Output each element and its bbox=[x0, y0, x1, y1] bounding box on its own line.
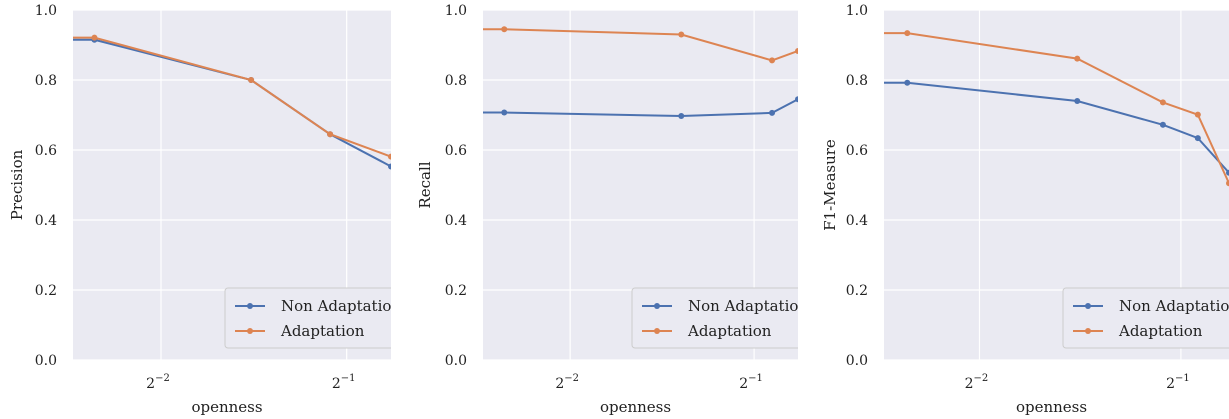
y-tick-label: 0.6 bbox=[846, 143, 868, 159]
legend-label: Non Adaptation bbox=[281, 297, 401, 315]
data-point bbox=[91, 34, 98, 41]
data-point bbox=[1074, 55, 1081, 62]
series-non-adaptation bbox=[884, 79, 1229, 176]
data-point bbox=[795, 96, 798, 103]
legend-marker bbox=[654, 303, 660, 309]
y-tick-label: 1.0 bbox=[35, 3, 57, 19]
y-axis-label: F1-Measure bbox=[821, 139, 839, 231]
series-non-adaptation bbox=[483, 96, 798, 120]
data-point bbox=[501, 109, 508, 116]
chart-panel-3: 0.0 0.2 0.4 0.6 0.8 1.0 2−2 2−1 openness F1-Measu… bbox=[821, 3, 1229, 416]
y-tick-label: 0.6 bbox=[35, 143, 57, 159]
data-point bbox=[1159, 99, 1166, 106]
y-tick-label: 0.0 bbox=[35, 353, 57, 369]
y-tick-label: 0.0 bbox=[445, 353, 467, 369]
legend-label: Non Adaptation bbox=[1119, 297, 1229, 315]
data-point bbox=[904, 79, 911, 86]
legend-label: Non Adaptation bbox=[688, 297, 808, 315]
legend-box bbox=[631, 287, 798, 349]
legend-marker bbox=[1085, 303, 1091, 309]
x-tick-label: 2−1 bbox=[739, 373, 763, 392]
series-adaptation bbox=[483, 26, 798, 64]
data-point bbox=[1226, 169, 1229, 176]
y-tick-label: 0.2 bbox=[35, 283, 57, 299]
series-line bbox=[884, 81, 1229, 174]
y-axis-label: Precision bbox=[8, 149, 26, 220]
series-line bbox=[884, 32, 1229, 184]
x-tick-label: 2−2 bbox=[555, 373, 579, 392]
chart-panel-1: 0.0 0.2 0.4 0.6 0.8 1.0 2−2 2−1 openness Precisio… bbox=[8, 3, 401, 416]
legend-marker bbox=[247, 328, 253, 334]
legend: Non Adaptation Adaptation bbox=[224, 287, 401, 349]
x-tick-label: 2−2 bbox=[965, 373, 989, 392]
y-tick-label: 0.8 bbox=[445, 73, 467, 89]
y-tick-label: 0.2 bbox=[846, 283, 868, 299]
data-point bbox=[248, 77, 255, 83]
y-tick-label: 0.2 bbox=[445, 283, 467, 299]
data-point bbox=[904, 30, 911, 37]
data-point bbox=[1074, 98, 1081, 104]
x-axis-label: openness bbox=[1016, 398, 1087, 416]
legend-box bbox=[1062, 287, 1229, 349]
y-tick-label: 0.8 bbox=[35, 73, 57, 89]
data-point bbox=[327, 131, 334, 138]
data-point bbox=[1226, 180, 1229, 187]
x-axis-label: openness bbox=[600, 398, 671, 416]
chart-panel-2: 0.0 0.2 0.4 0.6 0.8 1.0 2−2 2−1 openness Recall No… bbox=[416, 3, 808, 416]
y-tick-label: 0.4 bbox=[35, 213, 57, 229]
data-point bbox=[1194, 111, 1201, 118]
data-point bbox=[388, 163, 391, 170]
y-tick-label: 0.8 bbox=[846, 73, 868, 89]
data-point bbox=[678, 31, 685, 38]
y-axis-label: Recall bbox=[416, 161, 434, 208]
data-point bbox=[388, 153, 391, 160]
y-tick-label: 1.0 bbox=[846, 3, 868, 19]
legend: Non Adaptation Adaptation bbox=[631, 287, 808, 349]
legend-marker bbox=[1085, 328, 1091, 334]
x-tick-label: 2−2 bbox=[146, 373, 170, 392]
legend-label: Adaptation bbox=[687, 322, 772, 340]
y-tick-label: 0.0 bbox=[846, 353, 868, 369]
series-adaptation bbox=[884, 30, 1229, 187]
legend-label: Adaptation bbox=[280, 322, 365, 340]
legend-box bbox=[224, 287, 391, 349]
series-adaptation bbox=[73, 34, 391, 160]
x-tick-label: 2−1 bbox=[1166, 373, 1190, 392]
legend-marker bbox=[247, 303, 253, 309]
x-axis-label: openness bbox=[191, 398, 262, 416]
data-point bbox=[1194, 135, 1201, 142]
data-point bbox=[769, 57, 776, 64]
data-point bbox=[678, 113, 685, 120]
data-point bbox=[501, 26, 508, 33]
data-point bbox=[1159, 121, 1166, 128]
y-tick-label: 1.0 bbox=[445, 3, 467, 19]
legend: Non Adaptation Adaptation bbox=[1062, 287, 1229, 349]
y-tick-label: 0.4 bbox=[445, 213, 467, 229]
y-tick-label: 0.6 bbox=[445, 143, 467, 159]
data-point bbox=[795, 47, 798, 54]
data-point bbox=[769, 109, 776, 116]
legend-marker bbox=[654, 328, 660, 334]
legend-label: Adaptation bbox=[1118, 322, 1203, 340]
x-tick-label: 2−1 bbox=[332, 373, 356, 392]
y-tick-label: 0.4 bbox=[846, 213, 868, 229]
